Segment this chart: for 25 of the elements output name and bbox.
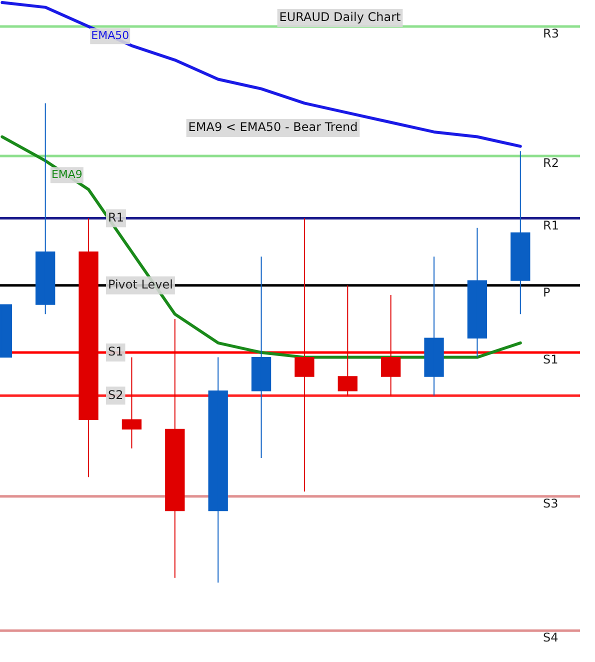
annotation: R1 xyxy=(543,218,559,232)
annotation: S3 xyxy=(543,496,558,510)
series-label: EMA50 xyxy=(91,28,130,42)
ref-line-label: S1 xyxy=(108,344,124,359)
chart-title: EURAUD Daily Chart xyxy=(279,10,402,24)
candlestick xyxy=(165,318,185,578)
series-label: EMA9 xyxy=(51,168,82,181)
candlestick xyxy=(338,284,358,396)
candlestick xyxy=(251,256,272,458)
candlestick xyxy=(78,218,98,478)
ref-line-label: Pivot Level xyxy=(108,278,173,292)
candlestick xyxy=(208,356,228,584)
annotation: S4 xyxy=(543,630,558,645)
ref-line-label: S2 xyxy=(108,388,124,402)
annotation: P xyxy=(543,286,550,300)
annotation: S1 xyxy=(543,352,558,367)
ref-line-label: R1 xyxy=(108,210,124,224)
candlestick xyxy=(467,227,488,358)
annotation: R3 xyxy=(543,26,559,41)
candlestick xyxy=(381,294,401,396)
candlestick xyxy=(510,150,530,315)
annotation: EMA9 < EMA50 - Bear Trend xyxy=(188,120,358,134)
annotation: R2 xyxy=(543,156,559,170)
candlestick xyxy=(294,218,314,492)
candlestick xyxy=(424,256,444,396)
